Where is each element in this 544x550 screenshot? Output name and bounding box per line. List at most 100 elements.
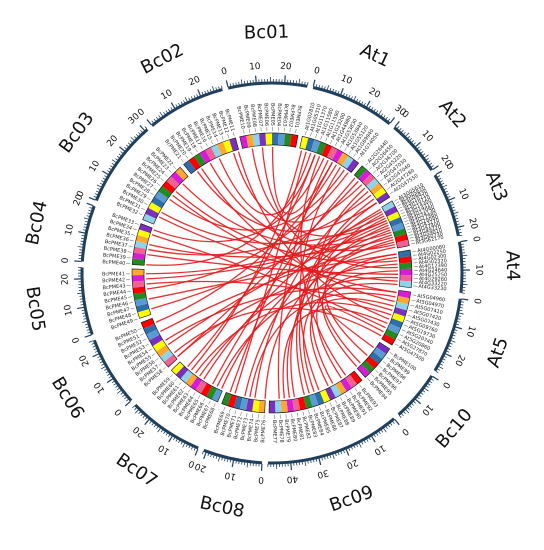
tick-label: 10 — [473, 264, 483, 276]
gene-label: BcPME35 — [107, 226, 131, 238]
ideogram-segment — [137, 309, 151, 319]
scale-arc — [80, 205, 96, 262]
minor-tick — [326, 85, 330, 91]
scale-bc01: 0 10 20 — [220, 62, 309, 90]
ideogram-bc10 — [356, 341, 391, 378]
minor-tick — [459, 307, 463, 309]
ideogram-at4 — [397, 249, 413, 288]
ideogram-segment — [399, 256, 412, 264]
ideogram-segment — [252, 399, 260, 413]
gene-tick — [145, 343, 150, 347]
ideogram-segment — [183, 160, 196, 174]
ideogram-bc04 — [131, 223, 153, 266]
ideogram-segment — [149, 334, 163, 347]
minor-tick — [405, 132, 410, 137]
ideogram-segment — [141, 318, 155, 329]
synteny-link — [169, 169, 345, 231]
ideogram-segment — [171, 361, 184, 375]
scale-arc — [151, 88, 223, 127]
minor-tick — [111, 380, 115, 384]
gene-tick — [234, 410, 237, 415]
gene-tick — [203, 398, 206, 402]
ideogram-segment — [399, 262, 412, 270]
minor-tick — [324, 86, 326, 90]
synteny-link — [234, 151, 307, 394]
gene-tick — [162, 367, 166, 370]
gene-tick — [172, 165, 176, 169]
gene-label: BcPME71 — [226, 415, 238, 439]
gene-tick — [302, 411, 304, 416]
minor-tick — [345, 94, 348, 98]
tick-label: 20 — [187, 75, 202, 89]
ideogram-bc09 — [268, 370, 363, 414]
chromosome-ideograms — [131, 132, 413, 414]
chromosome-label-bc08: Bc08 — [198, 492, 247, 522]
gene-tick — [153, 187, 157, 191]
minor-tick — [165, 110, 168, 114]
synteny-link — [146, 172, 349, 290]
gene-tick — [339, 144, 343, 149]
gene-tick — [133, 318, 138, 321]
major-tick — [88, 196, 96, 201]
minor-tick — [304, 81, 306, 85]
gene-tick — [149, 192, 154, 196]
minor-tick — [368, 105, 371, 109]
ideogram-bc03 — [142, 166, 189, 225]
gene-tick — [401, 212, 405, 215]
minor-tick — [437, 368, 441, 371]
gene-label: At4G02250 — [418, 249, 447, 258]
minor-tick — [105, 371, 109, 374]
minor-tick — [458, 312, 464, 315]
minor-tick — [130, 136, 135, 141]
synteny-link — [218, 154, 316, 216]
gene-tick — [345, 394, 348, 399]
gene-label: BcPME38 — [103, 246, 127, 255]
major-tick — [312, 79, 316, 87]
tick-label: 10 — [339, 74, 354, 88]
ideogram-segment — [366, 178, 380, 191]
gene-tick — [229, 408, 231, 413]
tick-label: 10 — [64, 223, 76, 237]
gene-tick — [213, 403, 216, 407]
minor-tick — [396, 126, 400, 129]
gene-tick — [223, 406, 226, 411]
minor-tick — [342, 92, 345, 96]
tick-label: 0 — [471, 298, 482, 305]
minor-tick — [207, 89, 209, 94]
minor-tick — [407, 407, 410, 410]
ideogram-segment — [389, 216, 403, 227]
minor-tick — [429, 380, 433, 384]
tick-label: 0 — [220, 66, 228, 77]
minor-tick — [448, 345, 452, 348]
gene-tick — [320, 135, 323, 140]
minor-tick — [115, 158, 119, 161]
gene-tick — [315, 133, 317, 138]
gene-tick — [359, 384, 363, 389]
scale-bc02: 0 10 20 — [136, 75, 223, 127]
minor-tick — [409, 138, 412, 141]
synteny-link — [158, 216, 398, 282]
gene-tick — [142, 338, 147, 341]
minor-tick — [201, 451, 204, 455]
synteny-link — [324, 305, 384, 349]
gene-tick — [227, 133, 229, 138]
minor-tick — [215, 455, 218, 459]
minor-tick — [94, 350, 98, 353]
minor-tick — [401, 413, 404, 416]
major-tick — [455, 326, 463, 330]
synteny-link — [148, 253, 397, 300]
minor-tick — [380, 113, 384, 117]
major-tick — [86, 202, 94, 207]
minor-tick — [373, 434, 376, 438]
major-tick — [139, 125, 146, 132]
gene-tick — [412, 250, 417, 252]
ideogram-segment — [259, 133, 267, 146]
minor-tick — [126, 144, 129, 148]
minor-tick — [458, 315, 462, 317]
gene-tick — [174, 378, 178, 382]
ideogram-outline — [140, 317, 178, 368]
minor-tick — [235, 82, 237, 86]
minor-tick — [116, 155, 120, 159]
minor-tick — [424, 154, 429, 159]
